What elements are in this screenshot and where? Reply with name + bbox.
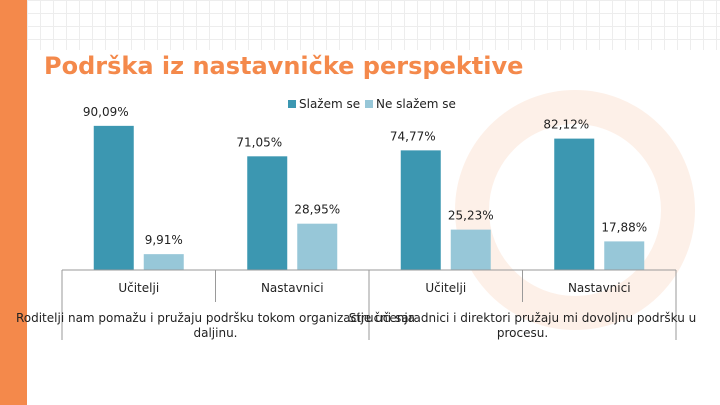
data-label-agree-3: 74,77% xyxy=(390,129,436,143)
slide-title: Podrška iz nastavničke perspektive xyxy=(44,52,524,80)
data-label-disagree-2: 28,95% xyxy=(294,203,340,217)
data-label-disagree-1: 9,91% xyxy=(145,233,183,247)
category-label-4: Nastavnici xyxy=(568,281,631,295)
bar-disagree-1 xyxy=(143,254,184,270)
bar-agree-4 xyxy=(554,138,595,270)
data-label-agree-2: 71,05% xyxy=(236,135,282,149)
bar-disagree-4 xyxy=(604,241,645,270)
category-label-1: Učitelji xyxy=(118,281,159,295)
data-label-disagree-4: 17,88% xyxy=(601,220,647,234)
data-label-agree-1: 90,09% xyxy=(83,105,129,119)
side-accent-band xyxy=(0,0,27,405)
legend-swatch-1 xyxy=(288,100,296,108)
legend-label-1: Slažem se xyxy=(299,97,360,111)
decorative-grid-pattern xyxy=(27,0,720,50)
group-label-2: Stručni saradnici i direktori pružaju mi… xyxy=(349,311,697,340)
bar-agree-3 xyxy=(400,150,441,270)
group-label-1: Roditelji nam pomažu i pružaju podršku t… xyxy=(16,311,415,340)
data-label-disagree-3: 25,23% xyxy=(448,209,494,223)
bar-disagree-3 xyxy=(450,229,491,270)
bar-agree-2 xyxy=(247,156,288,270)
legend-label-2: Ne slažem se xyxy=(376,97,456,111)
category-label-2: Nastavnici xyxy=(261,281,324,295)
legend-swatch-2 xyxy=(365,100,373,108)
category-label-3: Učitelji xyxy=(425,281,466,295)
data-label-agree-4: 82,12% xyxy=(543,118,589,132)
bar-disagree-2 xyxy=(297,223,338,270)
bar-agree-1 xyxy=(93,125,134,270)
